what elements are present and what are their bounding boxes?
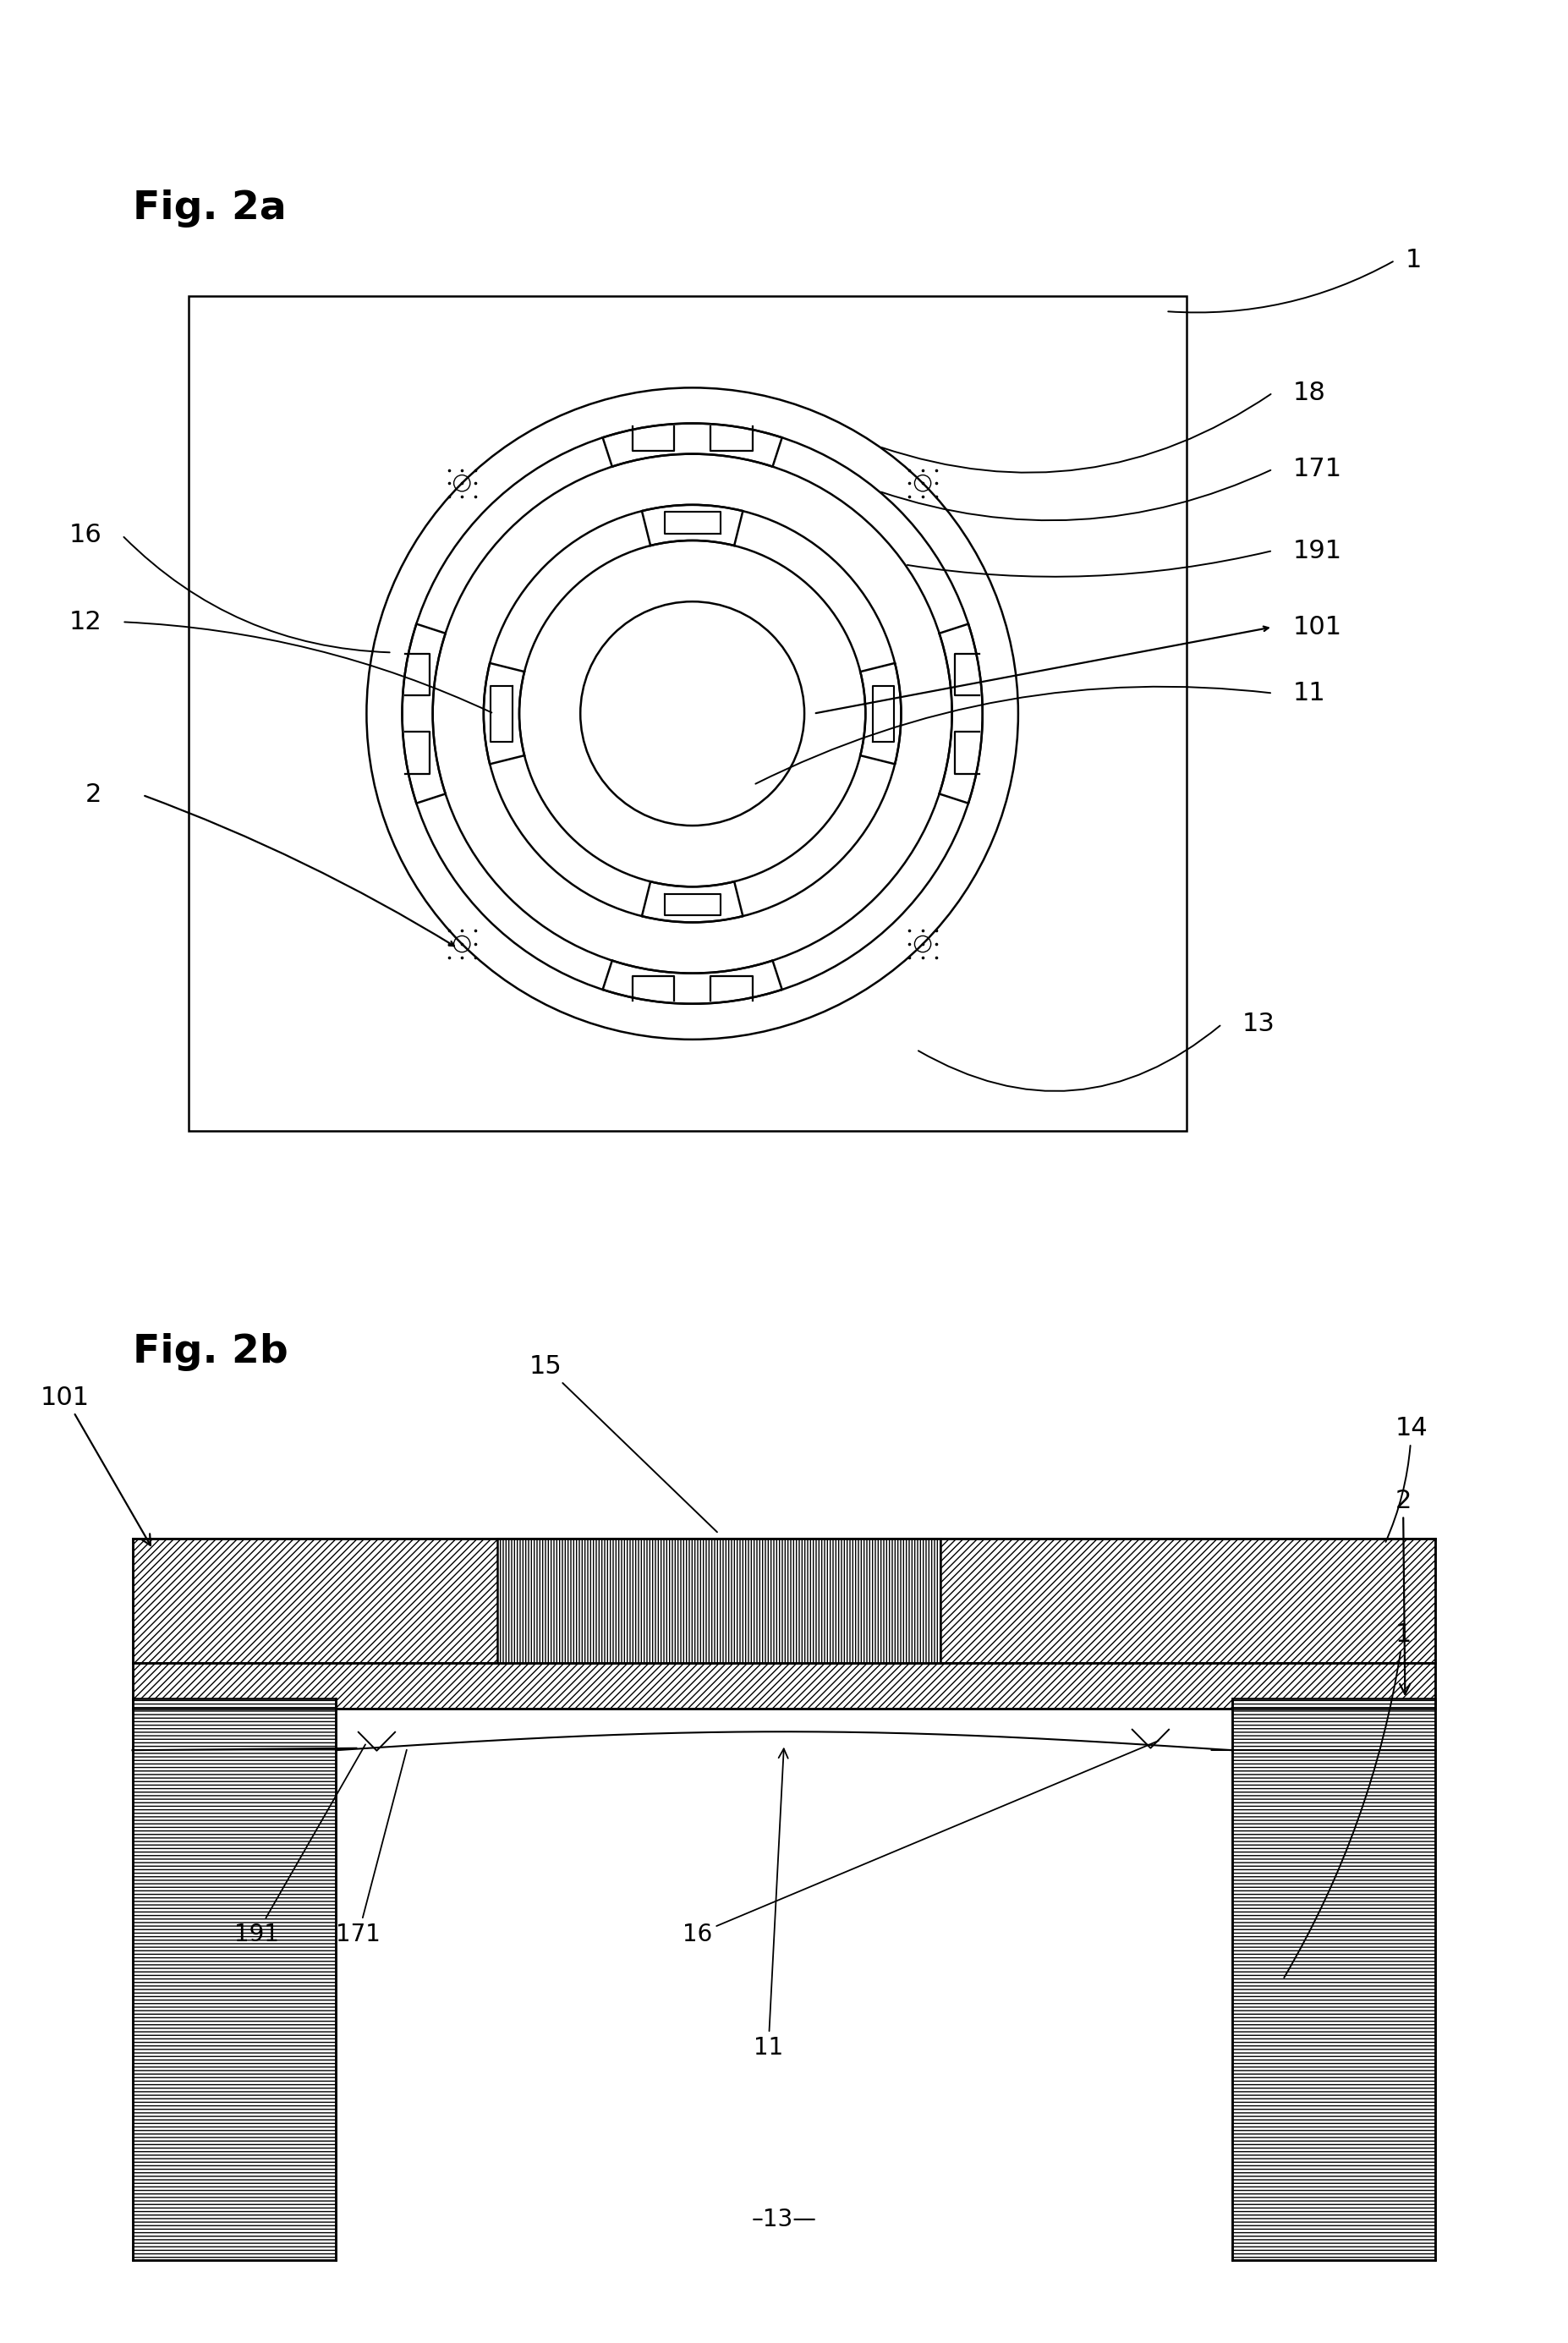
- Text: 101: 101: [41, 1385, 151, 1546]
- Bar: [1232, 1699, 1436, 2261]
- Text: Fig. 2b: Fig. 2b: [132, 1333, 289, 1371]
- Text: 15: 15: [530, 1354, 717, 1532]
- Text: 11: 11: [1294, 682, 1327, 705]
- Text: 13: 13: [1242, 1012, 1275, 1036]
- Text: 171: 171: [336, 1750, 406, 1947]
- Text: 12: 12: [69, 609, 102, 635]
- Bar: [188, 295, 1185, 1132]
- Text: 1: 1: [1405, 248, 1422, 272]
- Text: 18: 18: [1294, 380, 1327, 405]
- Text: 191: 191: [234, 1746, 365, 1947]
- Text: 16: 16: [682, 1741, 1159, 1947]
- Text: 191: 191: [1294, 539, 1342, 562]
- Text: 1: 1: [1284, 1621, 1411, 1977]
- Text: 16: 16: [69, 522, 102, 548]
- Bar: [497, 1539, 941, 1664]
- Text: 171: 171: [1294, 457, 1342, 480]
- Text: –13—: –13—: [751, 2207, 817, 2231]
- Text: 101: 101: [1294, 614, 1342, 640]
- Text: 11: 11: [754, 1748, 789, 2059]
- Text: 14: 14: [1386, 1415, 1428, 1542]
- Bar: [132, 1539, 1436, 1664]
- Bar: [132, 1664, 1436, 1708]
- Text: 2: 2: [85, 783, 102, 808]
- Text: Fig. 2a: Fig. 2a: [132, 190, 285, 227]
- Text: 2: 2: [1396, 1488, 1411, 1694]
- Bar: [132, 1699, 336, 2261]
